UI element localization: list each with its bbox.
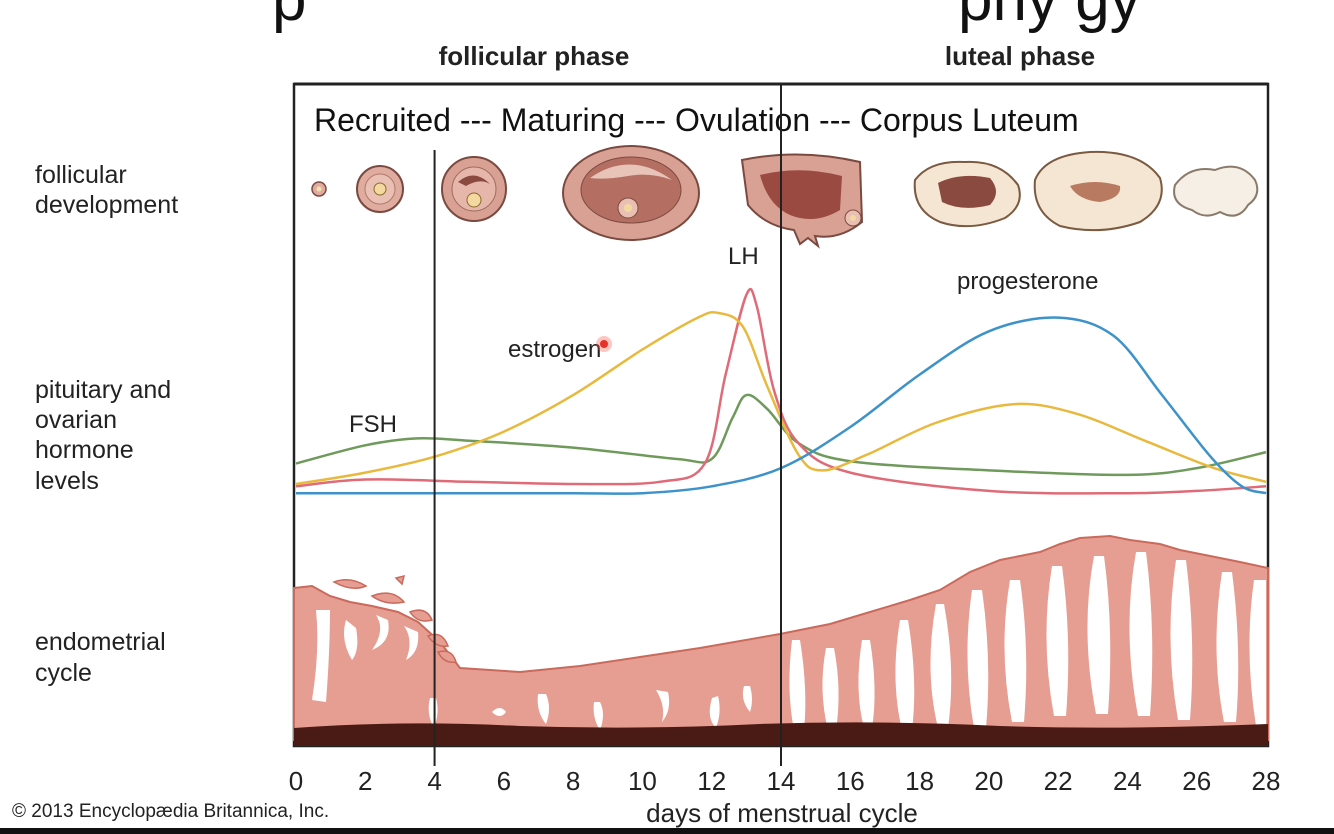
hormone-levels-line-3: hormone — [35, 436, 134, 464]
x-tick-label: 12 — [697, 766, 726, 796]
series-label-fsh: FSH — [349, 411, 397, 438]
pointer-dot — [596, 336, 612, 352]
series-line-estrogen — [295, 310, 1267, 486]
x-tick-label: 2 — [358, 766, 372, 796]
series-line-lh — [295, 287, 1267, 495]
x-tick-label: 22 — [1044, 766, 1073, 796]
endometrial-glands — [312, 552, 1266, 730]
corpus-luteum-mature — [1033, 150, 1163, 232]
x-tick-label: 18 — [905, 766, 934, 796]
x-tick-label: 10 — [628, 766, 657, 796]
hormone-levels-label: pituitary and ovarian hormone levels — [35, 376, 178, 495]
follicular-phase-label: follicular phase — [439, 41, 630, 71]
series-label-progesterone: progesterone — [957, 268, 1098, 295]
series-label-estrogen: estrogen — [508, 336, 601, 363]
x-tick-label: 24 — [1113, 766, 1142, 796]
phase-dividers — [433, 84, 782, 766]
x-tick-label: 26 — [1182, 766, 1211, 796]
slide-title-fragment-right: phy gy — [958, 0, 1141, 34]
series-label-lh: LH — [728, 243, 759, 270]
follicle-antral — [562, 145, 700, 241]
x-tick-label: 0 — [289, 766, 303, 796]
follicular-development-label: follicular development — [35, 161, 178, 219]
hormone-levels-line-2: ovarian — [35, 406, 117, 434]
series-line-progesterone — [296, 316, 1267, 495]
follicle-primordial — [311, 181, 327, 197]
bottom-bar — [0, 828, 1334, 834]
shed-fragments — [332, 574, 457, 664]
corpus-luteum-early — [913, 160, 1021, 228]
follicle-illustrations — [311, 145, 1259, 249]
follicle-ovulating — [740, 153, 864, 249]
x-axis-ticks: 0 2 4 6 8 10 12 14 16 18 20 22 24 26 28 — [289, 766, 1281, 796]
x-tick-label: 16 — [836, 766, 865, 796]
hormone-curves — [295, 287, 1267, 495]
hormone-levels-line-1: pituitary and — [35, 376, 171, 404]
follicle-primary — [356, 165, 404, 213]
slide-title-fragment-left: p — [272, 0, 306, 34]
endometrial-cycle-line-2: cycle — [35, 659, 92, 687]
follicular-development-line-1: follicular — [35, 161, 127, 189]
endometrial-cycle-line-1: endometrial — [35, 628, 166, 656]
series-line-fsh — [295, 393, 1267, 477]
luteal-phase-label: luteal phase — [945, 41, 1095, 71]
endometrial-cycle-label: endometrial cycle — [35, 628, 173, 687]
x-tick-label: 14 — [767, 766, 796, 796]
follicle-secondary — [441, 156, 507, 222]
x-tick-label: 20 — [974, 766, 1003, 796]
x-tick-label: 8 — [566, 766, 580, 796]
copyright-notice: © 2013 Encyclopædia Britannica, Inc. — [12, 801, 329, 822]
x-tick-label: 28 — [1252, 766, 1281, 796]
hormone-levels-line-4: levels — [35, 467, 99, 495]
x-axis-title: days of menstrual cycle — [646, 798, 918, 828]
x-tick-label: 4 — [427, 766, 441, 796]
follicular-development-line-2: development — [35, 191, 178, 219]
follicle-stages-text: Recruited --- Maturing --- Ovulation ---… — [314, 102, 1079, 138]
x-tick-label: 6 — [497, 766, 511, 796]
corpus-albicans — [1173, 165, 1259, 217]
